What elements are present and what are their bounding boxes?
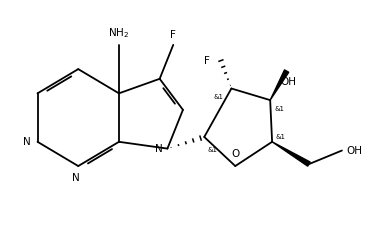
Text: &1: &1 xyxy=(214,94,224,100)
Text: F: F xyxy=(170,30,176,40)
Text: N: N xyxy=(155,144,162,154)
Text: &1: &1 xyxy=(207,147,217,153)
Polygon shape xyxy=(272,142,310,166)
Text: &1: &1 xyxy=(276,134,286,140)
Text: N: N xyxy=(23,137,31,147)
Text: N: N xyxy=(72,173,80,183)
Text: NH$_2$: NH$_2$ xyxy=(108,26,130,40)
Polygon shape xyxy=(270,70,289,100)
Text: OH: OH xyxy=(347,145,363,156)
Text: &1: &1 xyxy=(274,106,284,112)
Text: O: O xyxy=(231,149,239,159)
Text: OH: OH xyxy=(281,77,297,87)
Text: F: F xyxy=(204,56,210,66)
